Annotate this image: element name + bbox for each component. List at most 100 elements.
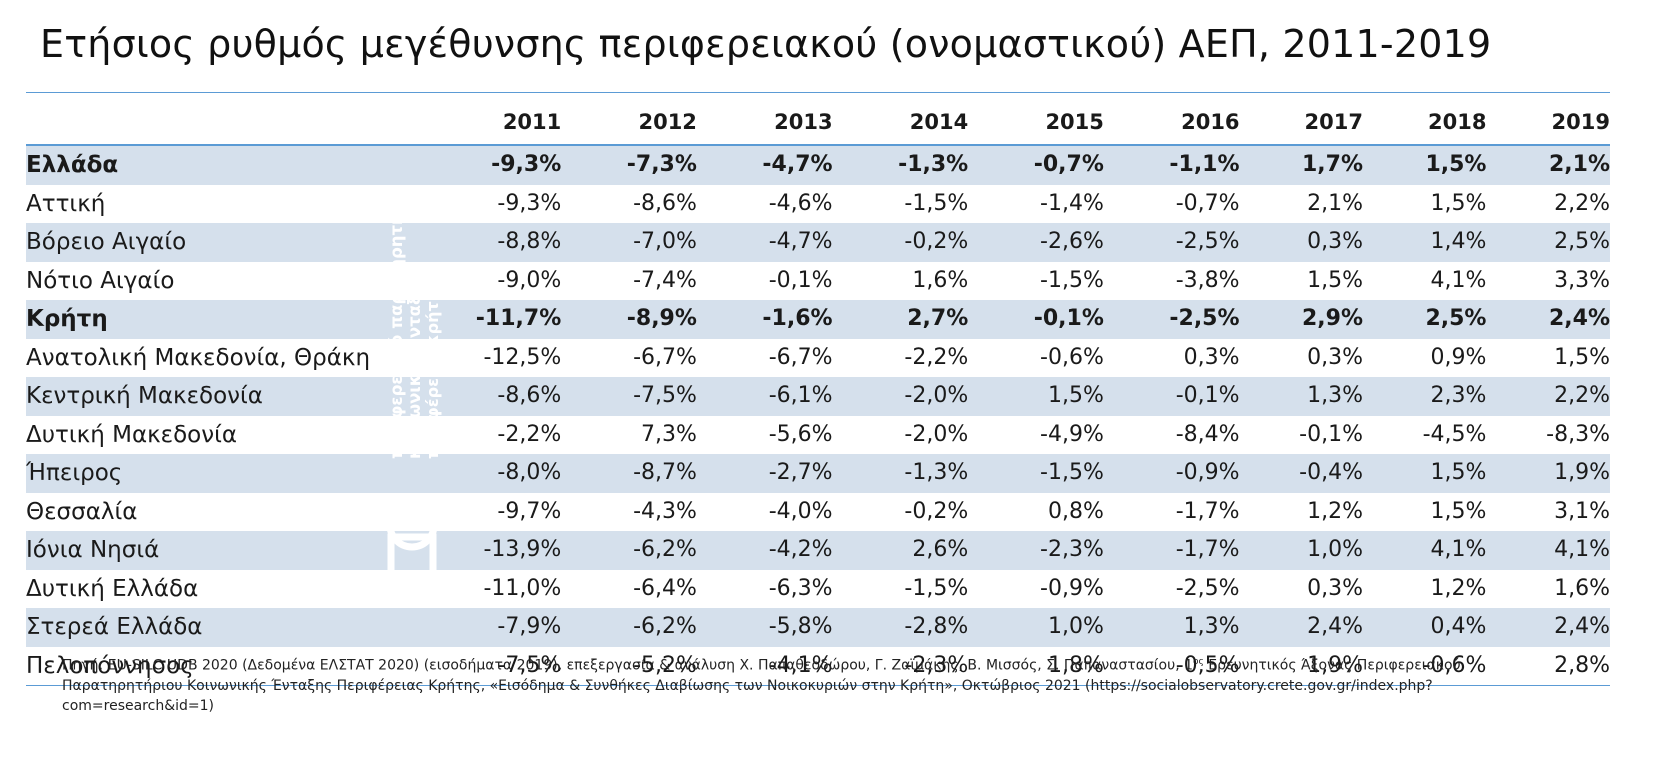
- value-cell: 1,3%: [1307, 383, 1363, 408]
- value-cell: 4,1%: [1554, 537, 1610, 562]
- year-header: 2016: [1103, 100, 1240, 146]
- value-cell: 1,0%: [1307, 537, 1363, 562]
- value-cell: 2,4%: [1554, 614, 1610, 639]
- value-cell: -0,9%: [1175, 460, 1240, 485]
- value-cell: 3,1%: [1554, 498, 1610, 524]
- value-cell: -2,0%: [904, 421, 969, 447]
- value-cell: -0,5%: [1103, 646, 1240, 686]
- table-row: Ιόνια Νησιά -13,9% -6,2% -4,2% 2,6% -2,3% -1,7…: [26, 531, 1610, 570]
- table-row: Βόρειο Αιγαίο -8,8% -7,0% -4,7% -0,2% -2,6% -2…: [26, 223, 1610, 262]
- value-cell: -4,1%: [696, 646, 833, 686]
- value-cell: -9,3%: [497, 190, 562, 216]
- value-cell: 1,6%: [1554, 575, 1610, 601]
- value-cell: 1,5%: [1430, 190, 1487, 216]
- value-cell: 2,1%: [1548, 152, 1610, 177]
- value-cell: -0,7%: [1033, 152, 1104, 177]
- table-row: Νότιο Αιγαίο -9,0% -7,4% -0,1% 1,6% -1,5% -3,8…: [26, 261, 1610, 300]
- year-header: 2018: [1363, 100, 1487, 146]
- year-header: 2015: [968, 100, 1104, 146]
- value-cell: -1,7%: [1175, 498, 1240, 524]
- value-cell: -4,9%: [1040, 421, 1104, 447]
- value-cell: -2,7%: [768, 460, 833, 485]
- region-name-cell: Ελλάδα: [26, 152, 119, 178]
- value-cell: -2,2%: [497, 421, 562, 447]
- value-cell: -4,2%: [768, 537, 833, 562]
- value-cell: -2,8%: [904, 614, 969, 639]
- value-cell: -1,7%: [1175, 537, 1240, 562]
- value-cell: -2,3%: [1040, 537, 1104, 562]
- value-cell: -8,9%: [626, 306, 697, 331]
- value-cell: -0,1%: [1299, 421, 1363, 447]
- source-note: Πηγή: EU-SILC UDB 2020 (Δεδομένα ΕΛΣΤΑΤ …: [62, 652, 1582, 716]
- value-cell: -0,2%: [904, 229, 969, 254]
- value-cell: -7,5%: [633, 383, 697, 408]
- value-cell: -0,1%: [1175, 383, 1240, 408]
- value-cell: 1,5%: [1430, 460, 1487, 485]
- value-cell: 1,2%: [1307, 498, 1363, 524]
- source-text-part2: Ερευνητικός Άξονας Περιφερειακού Παρατηρ…: [62, 657, 1461, 714]
- value-cell: -1,5%: [1040, 267, 1104, 293]
- source-text-part1: Πηγή: EU-SILC UDB 2020 (Δεδομένα ΕΛΣΤΑΤ …: [62, 657, 1194, 674]
- table-row: Δυτική Ελλάδα -11,0% -6,4% -6,3% -1,5% -0,9% -…: [26, 569, 1610, 608]
- value-cell: -6,1%: [768, 383, 833, 408]
- value-cell: 1,6%: [912, 267, 969, 293]
- value-cell: 2,2%: [1554, 383, 1610, 408]
- value-cell: -4,7%: [762, 152, 833, 177]
- value-cell: -9,3%: [491, 152, 562, 177]
- value-cell: -0,7%: [1175, 190, 1240, 216]
- value-cell: -0,1%: [768, 267, 833, 293]
- region-name-cell: Κρήτη: [26, 306, 108, 332]
- value-cell: -4,5%: [1422, 421, 1487, 447]
- value-cell: -5,8%: [768, 614, 833, 639]
- year-header: 2012: [561, 100, 697, 146]
- value-cell: -0,2%: [904, 498, 969, 524]
- value-cell: -0,6%: [1040, 344, 1104, 370]
- value-cell: -6,3%: [768, 575, 833, 601]
- region-column-header: [26, 100, 396, 146]
- value-cell: 1,5%: [1430, 498, 1487, 524]
- value-cell: 0,3%: [1307, 575, 1363, 601]
- value-cell: -4,6%: [768, 190, 833, 216]
- value-cell: -11,7%: [475, 306, 562, 331]
- table-row: Ανατολική Μακεδονία, Θράκη -12,5% -6,7% -6,…: [26, 338, 1610, 377]
- value-cell: -6,2%: [633, 537, 697, 562]
- value-cell: 0,3%: [1183, 344, 1240, 370]
- value-cell: 1,7%: [1301, 152, 1363, 177]
- value-cell: 2,9%: [1301, 306, 1363, 331]
- value-cell: 0,4%: [1430, 614, 1487, 639]
- source-superscript: ος: [1193, 657, 1204, 667]
- table-row: Κεντρική Μακεδονία -8,6% -7,5% -6,1% -2,0% 1,…: [26, 377, 1610, 416]
- region-name-cell: Ήπειρος: [26, 460, 123, 486]
- value-cell: -8,0%: [497, 460, 562, 485]
- table-row: Αττική -9,3% -8,6% -4,6% -1,5% -1,4% -0,7% 2,1%…: [26, 184, 1610, 223]
- year-header: 2017: [1239, 100, 1363, 146]
- value-cell: 1,5%: [1307, 267, 1363, 293]
- value-cell: 4,1%: [1430, 537, 1487, 562]
- value-cell: -1,4%: [1040, 190, 1104, 216]
- value-cell: -7,5%: [396, 646, 562, 686]
- value-cell: -5,6%: [768, 421, 833, 447]
- value-cell: -8,3%: [1546, 421, 1610, 447]
- value-cell: -8,4%: [1175, 421, 1240, 447]
- value-cell: -1,5%: [904, 190, 969, 216]
- value-cell: -0,4%: [1299, 460, 1363, 485]
- value-cell: -13,9%: [483, 537, 562, 562]
- value-cell: 1,9%: [1239, 646, 1363, 686]
- value-cell: -4,7%: [768, 229, 833, 254]
- value-cell: 2,4%: [1548, 306, 1610, 331]
- header-row: 2011 2012 2013 2014 2015 2016 2017 2018 …: [26, 100, 1610, 146]
- value-cell: 2,7%: [907, 306, 969, 331]
- region-name-cell: Πελοπόννησος: [26, 646, 396, 686]
- value-cell: -2,5%: [1169, 306, 1240, 331]
- value-cell: 2,2%: [1554, 190, 1610, 216]
- value-cell: 3,3%: [1554, 267, 1610, 293]
- value-cell: 2,4%: [1307, 614, 1363, 639]
- region-name-cell: Βόρειο Αιγαίο: [26, 229, 187, 255]
- value-cell: -0,6%: [1363, 646, 1487, 686]
- table-row: Κρήτη -11,7% -8,9% -1,6% 2,7% -0,1% -2,5% 2,9% 2…: [26, 300, 1610, 339]
- value-cell: -1,1%: [1169, 152, 1240, 177]
- value-cell: -7,9%: [497, 614, 562, 639]
- value-cell: 1,5%: [1554, 344, 1610, 370]
- value-cell: -3,8%: [1175, 267, 1240, 293]
- value-cell: 1,2%: [1430, 575, 1487, 601]
